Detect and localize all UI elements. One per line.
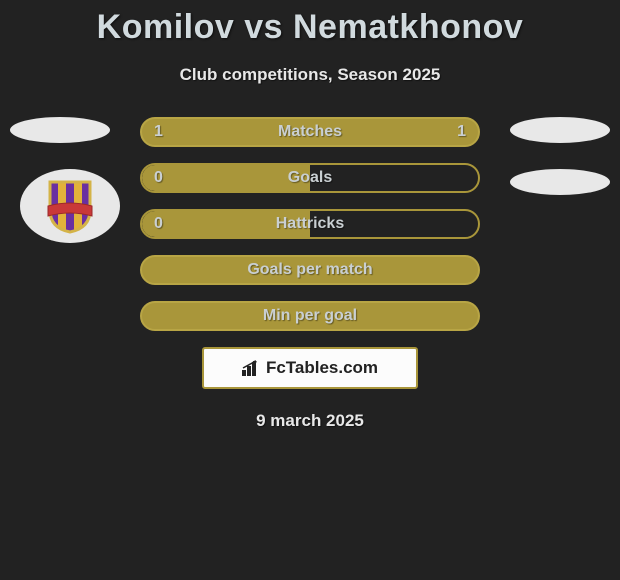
page-title: Komilov vs Nematkhonov bbox=[0, 0, 620, 47]
bars-icon bbox=[242, 360, 262, 376]
stat-row-min-per-goal: Min per goal bbox=[140, 301, 480, 331]
stat-label: Min per goal bbox=[263, 307, 357, 325]
stat-row-hattricks: 0 Hattricks bbox=[140, 209, 480, 239]
stat-row-matches: 1 Matches 1 bbox=[140, 117, 480, 147]
stat-row-goals-per-match: Goals per match bbox=[140, 255, 480, 285]
club-shield-icon bbox=[46, 178, 94, 234]
stat-label: Goals bbox=[288, 169, 332, 187]
stat-rows: 1 Matches 1 0 Goals 0 Hattricks Goals pe… bbox=[140, 117, 480, 331]
club-left-badge bbox=[20, 169, 120, 243]
stat-row-goals: 0 Goals bbox=[140, 163, 480, 193]
stat-left-value: 0 bbox=[154, 169, 163, 187]
player-right-avatar-placeholder bbox=[510, 117, 610, 143]
stat-fill bbox=[142, 165, 310, 191]
comparison-content: 1 Matches 1 0 Goals 0 Hattricks Goals pe… bbox=[0, 117, 620, 431]
stat-label: Hattricks bbox=[276, 215, 344, 233]
stat-left-value: 1 bbox=[154, 123, 163, 141]
subtitle: Club competitions, Season 2025 bbox=[0, 65, 620, 85]
stat-left-value: 0 bbox=[154, 215, 163, 233]
stat-label: Matches bbox=[278, 123, 342, 141]
player-left-avatar-placeholder bbox=[10, 117, 110, 143]
brand-text: FcTables.com bbox=[266, 358, 378, 378]
date-text: 9 march 2025 bbox=[0, 411, 620, 431]
brand-box[interactable]: FcTables.com bbox=[202, 347, 418, 389]
club-right-badge-placeholder bbox=[510, 169, 610, 195]
stat-label: Goals per match bbox=[247, 261, 372, 279]
stat-right-value: 1 bbox=[457, 123, 466, 141]
